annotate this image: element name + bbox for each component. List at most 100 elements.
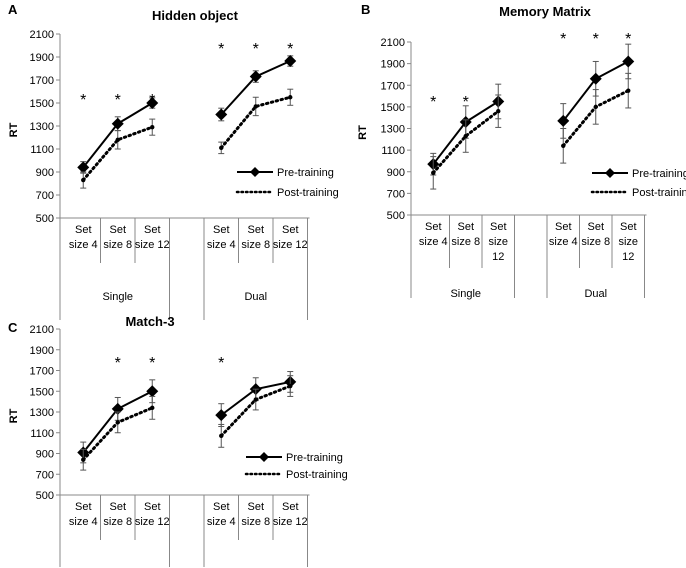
x-tick-label: size 12 — [135, 239, 170, 251]
y-tick-label: 1700 — [30, 366, 54, 378]
significance-star: * — [463, 94, 469, 111]
data-point-pre — [284, 55, 297, 68]
x-tick-label: 12 — [492, 251, 504, 263]
x-tick-label: size 8 — [103, 516, 132, 528]
x-tick-label: Set — [282, 224, 299, 236]
data-point-post — [593, 104, 598, 110]
y-tick-label: 500 — [36, 213, 54, 225]
y-tick-label: 2100 — [30, 29, 54, 41]
y-axis-label: RT — [8, 408, 20, 423]
x-tick-label: size 4 — [419, 236, 448, 248]
significance-star: * — [430, 94, 436, 111]
x-tick-label: size — [488, 236, 508, 248]
significance-star: * — [560, 31, 566, 48]
x-tick-label: Set — [282, 501, 299, 513]
x-tick-label: Set — [144, 224, 161, 236]
x-tick-label: size 12 — [273, 516, 308, 528]
x-tick-label: Set — [144, 501, 161, 513]
significance-star: * — [287, 41, 293, 58]
x-tick-label: Set — [75, 224, 92, 236]
data-point-post — [219, 433, 224, 439]
data-point-pre — [589, 72, 602, 85]
y-tick-label: 500 — [387, 210, 405, 222]
x-tick-label: Set — [490, 221, 507, 233]
x-tick-label: Set — [247, 501, 264, 513]
data-point-post — [150, 124, 155, 130]
legend-marker-pre — [250, 167, 260, 177]
y-axis-label: RT — [357, 125, 369, 140]
y-tick-label: 1300 — [381, 124, 405, 136]
data-point-post — [561, 143, 566, 148]
significance-star: * — [115, 92, 121, 109]
x-tick-label: size — [618, 236, 638, 248]
data-point-post — [431, 170, 436, 176]
legend-label: Post-training — [632, 187, 686, 199]
data-point-post — [288, 383, 293, 389]
panel-letter: A — [8, 2, 18, 17]
series-line-post — [81, 125, 154, 182]
y-tick-label: 1700 — [381, 80, 405, 92]
data-point-post — [219, 145, 224, 151]
data-point-pre — [622, 55, 635, 68]
significance-star: * — [625, 31, 631, 48]
x-tick-label: Set — [555, 221, 572, 233]
legend-label: Pre-training — [632, 168, 686, 180]
y-tick-label: 900 — [36, 449, 54, 461]
y-tick-label: 1300 — [30, 121, 54, 133]
y-tick-label: 2100 — [30, 324, 54, 336]
significance-star: * — [218, 355, 224, 372]
x-tick-label: Set — [75, 501, 92, 513]
y-tick-label: 1500 — [30, 98, 54, 110]
chart-title: Match-3 — [125, 314, 174, 329]
x-tick-label: size 4 — [69, 516, 98, 528]
y-tick-label: 1100 — [30, 144, 54, 156]
data-point-post — [288, 95, 293, 100]
data-point-pre — [146, 385, 159, 398]
chart-title: Memory Matrix — [499, 4, 592, 19]
data-point-post — [253, 397, 258, 402]
legend-label: Pre-training — [286, 452, 343, 464]
y-axis-label: RT — [8, 122, 20, 137]
legend-marker-pre — [605, 168, 615, 178]
y-tick-label: 1700 — [30, 75, 54, 87]
x-tick-label: size 8 — [241, 239, 270, 251]
y-tick-label: 1300 — [30, 407, 54, 419]
x-tick-label: size 12 — [135, 516, 170, 528]
x-tick-label: Set — [425, 221, 442, 233]
y-tick-label: 1500 — [381, 102, 405, 114]
data-point-pre — [249, 70, 262, 83]
group-label: Dual — [584, 288, 607, 300]
x-tick-label: Set — [457, 221, 474, 233]
group-label: Dual — [244, 291, 267, 303]
data-point-post — [463, 133, 468, 139]
legend-label: Pre-training — [277, 167, 334, 179]
significance-star: * — [115, 355, 121, 372]
significance-star: * — [593, 31, 599, 48]
data-point-pre — [557, 114, 570, 127]
x-tick-label: size 8 — [451, 236, 480, 248]
x-tick-label: size 4 — [207, 239, 236, 251]
data-point-post — [496, 109, 501, 114]
significance-star: * — [149, 355, 155, 372]
data-point-post — [150, 405, 155, 411]
x-tick-label: 12 — [622, 251, 634, 263]
significance-star: * — [80, 92, 86, 109]
y-tick-label: 700 — [36, 190, 54, 202]
x-tick-label: Set — [109, 501, 126, 513]
x-tick-label: size 8 — [241, 516, 270, 528]
data-point-pre — [215, 108, 228, 121]
x-tick-label: size 8 — [581, 236, 610, 248]
chart-title: Hidden object — [152, 8, 239, 23]
y-tick-label: 1500 — [30, 386, 54, 398]
x-tick-label: size 12 — [273, 239, 308, 251]
x-tick-label: Set — [247, 224, 264, 236]
significance-star: * — [149, 92, 155, 109]
x-tick-label: size 4 — [549, 236, 578, 248]
panel-letter: B — [361, 2, 370, 17]
data-point-post — [626, 88, 631, 93]
significance-star: * — [253, 41, 259, 58]
data-point-pre — [77, 161, 90, 174]
data-point-post — [81, 457, 86, 462]
x-tick-label: Set — [620, 221, 637, 233]
